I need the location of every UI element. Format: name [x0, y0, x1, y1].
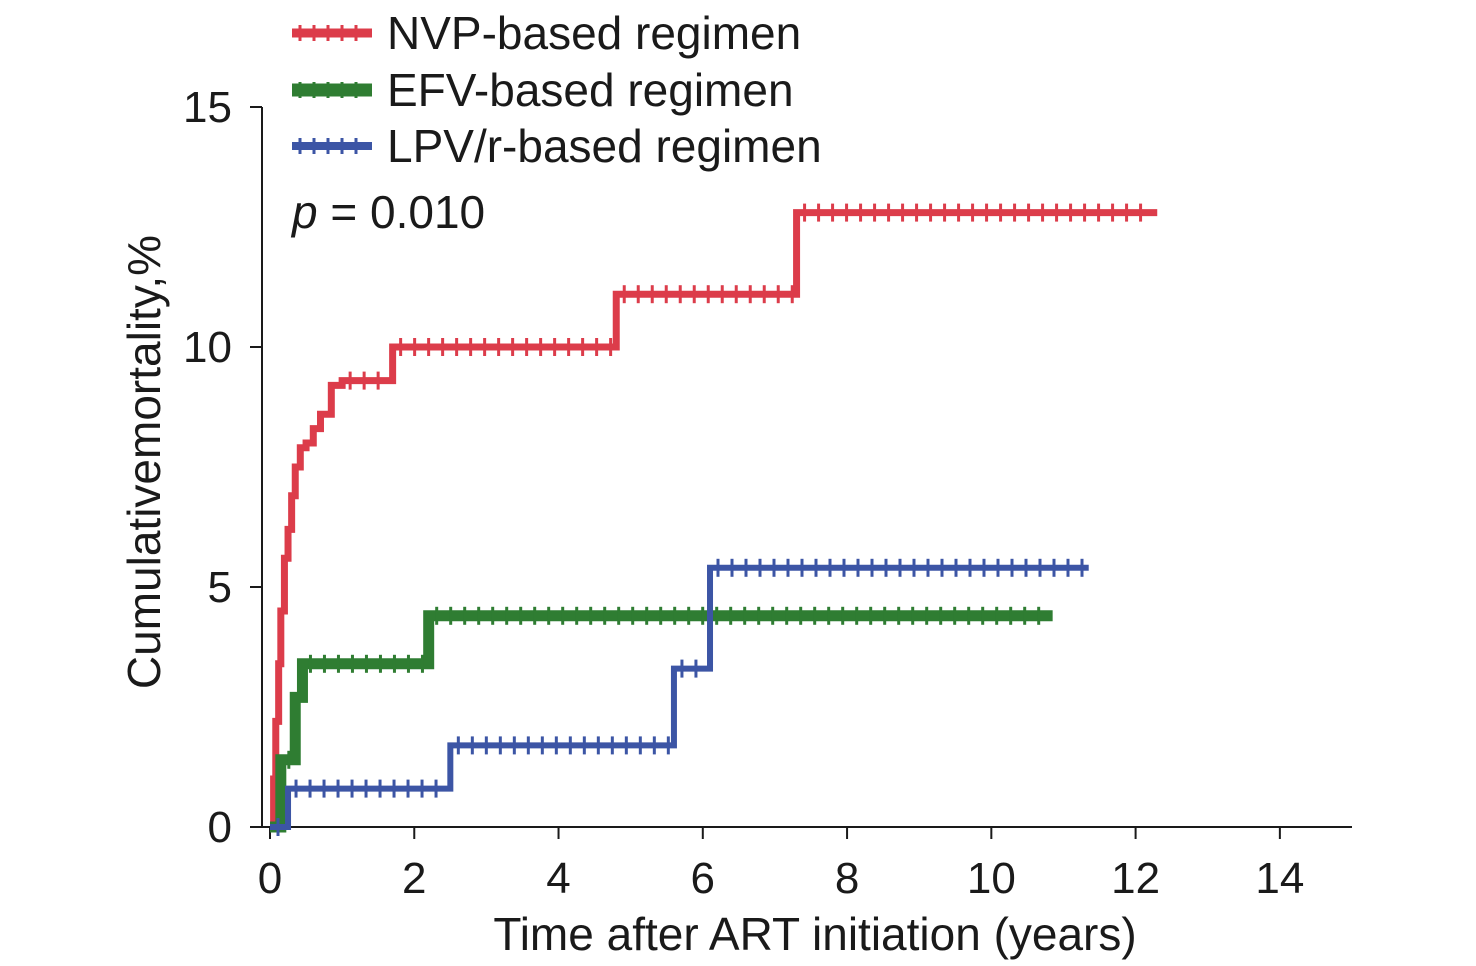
- p-value-annotation: p = 0.010: [290, 186, 485, 238]
- x-tick-label: 4: [546, 854, 570, 903]
- series-line-2: [270, 610, 1053, 833]
- legend-label-1: NVP-based regimen: [387, 7, 801, 59]
- y-tick-label: 0: [208, 803, 232, 852]
- x-tick-label: 2: [402, 854, 426, 903]
- y-tick-label: 5: [208, 563, 232, 612]
- series-layer: [270, 203, 1158, 836]
- x-tick-label: 14: [1255, 854, 1304, 903]
- y-tick-label: 15: [183, 83, 232, 132]
- p-symbol: p: [290, 186, 318, 238]
- legend-label-3: LPV/r-based regimen: [387, 120, 822, 172]
- series-line-1: [270, 209, 1158, 831]
- x-axis-title: Time after ART initiation (years): [493, 908, 1136, 960]
- x-tick-label: 12: [1111, 854, 1160, 903]
- x-tick-label: 6: [691, 854, 715, 903]
- legend-label-2: EFV-based regimen: [387, 64, 794, 116]
- y-axis-title: Cumulativemortality,%: [118, 235, 170, 689]
- p-value-text: = 0.010: [318, 186, 486, 238]
- ticks: 0 5 10 15 0 2 4 6 8 10 12 14: [183, 83, 1304, 903]
- series-line-3: [270, 564, 1089, 830]
- x-tick-label: 0: [258, 854, 282, 903]
- x-tick-label: 8: [835, 854, 859, 903]
- y-tick-label: 10: [183, 323, 232, 372]
- axes: [261, 107, 1352, 828]
- x-tick-label: 10: [967, 854, 1016, 903]
